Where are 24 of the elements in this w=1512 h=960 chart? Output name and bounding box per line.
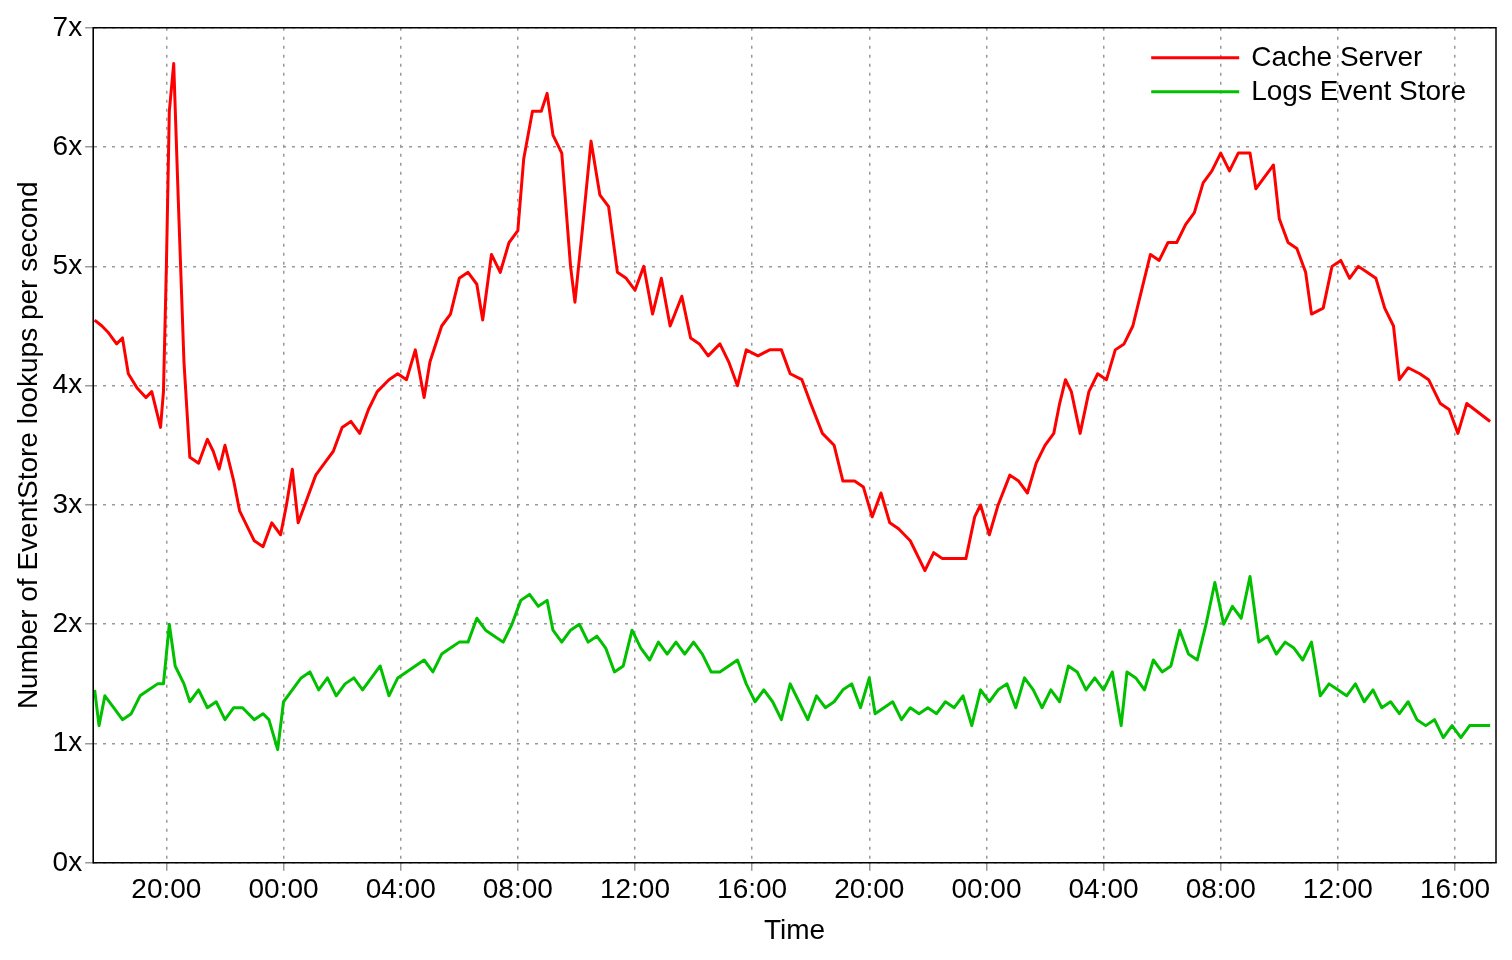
y-tick-label: 7x	[52, 10, 83, 42]
x-tick-label: 00:00	[951, 873, 1022, 905]
y-tick-label: 2x	[52, 606, 83, 638]
x-tick-label: 04:00	[1068, 873, 1139, 905]
y-tick-label: 6x	[52, 129, 83, 161]
x-tick-label: 00:00	[248, 873, 319, 905]
x-tick-label: 20:00	[834, 873, 905, 905]
y-tick-label: 3x	[52, 487, 83, 519]
x-tick-label: 16:00	[717, 873, 788, 905]
legend-label: Logs Event Store	[1251, 74, 1467, 106]
x-tick-label: 16:00	[1419, 873, 1491, 905]
x-tick-label: 12:00	[599, 873, 671, 905]
y-tick-label: 1x	[52, 726, 83, 758]
y-tick-label: 4x	[52, 368, 83, 400]
y-axis-title: Number of EventStore lookups per second	[11, 181, 43, 710]
y-tick-label: 0x	[52, 845, 83, 877]
x-tick-label: 12:00	[1302, 873, 1373, 905]
x-tick-label: 20:00	[131, 873, 202, 905]
y-tick-label: 5x	[52, 249, 83, 281]
x-axis-title: Time	[763, 913, 826, 945]
x-tick-label: 08:00	[482, 873, 553, 905]
x-tick-label: 04:00	[365, 873, 436, 905]
legend-label: Cache Server	[1251, 40, 1423, 72]
x-tick-label: 08:00	[1185, 873, 1256, 905]
